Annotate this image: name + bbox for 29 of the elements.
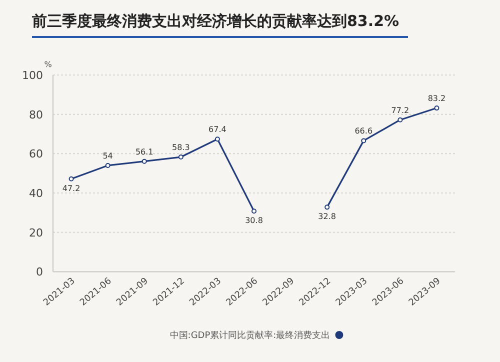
point [68,176,74,182]
point [178,154,184,160]
y-tick-label: 60 [29,148,43,161]
point [324,204,330,210]
y-tick-label: 100 [22,69,43,82]
data-label: 77.2 [391,106,410,115]
y-axis-title: % [44,60,52,69]
y-tick-label: 20 [29,226,43,240]
y-tick-label: 40 [29,187,43,200]
data-label: 47.2 [62,184,80,193]
point [252,208,256,214]
y-tick-label: 80 [29,108,43,122]
y-tick-label: 0 [36,266,43,279]
point [142,158,147,164]
point [361,138,366,144]
data-label: 58.3 [172,143,190,152]
data-label: 30.8 [245,216,263,226]
data-label: 54 [102,151,113,160]
data-label: 56.1 [135,147,154,156]
data-label: 66.6 [354,126,373,136]
point [105,162,110,168]
point [434,106,440,111]
data-label: 67.4 [208,125,226,134]
data-label: 83.2 [428,94,446,104]
chart-title: 前三季度最终消费支出对经济增长的贡献率达到83.2% [31,12,400,30]
legend-label: 中国:GDP累计同比贡献率:最终消费支出 [170,330,330,341]
point [214,136,220,142]
data-label: 32.8 [318,212,336,222]
point [398,117,403,122]
